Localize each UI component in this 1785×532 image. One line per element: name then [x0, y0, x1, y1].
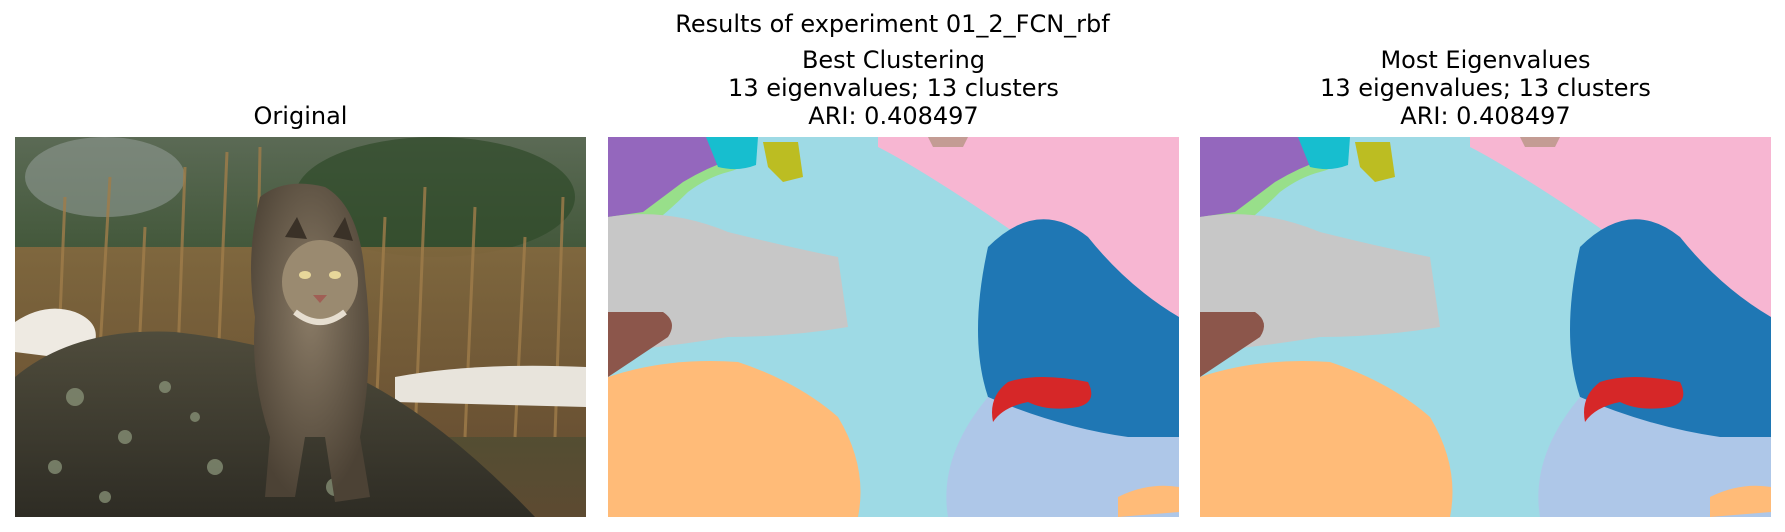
panel-most-eigenvalues-title: Most Eigenvalues 13 eigenvalues; 13 clus…: [1200, 46, 1771, 130]
panel-most-title-line1: Most Eigenvalues: [1380, 46, 1591, 74]
panel-most-title-line3: ARI: 0.408497: [1400, 102, 1571, 130]
most-eigenvalues-map: [1200, 137, 1771, 517]
panel-best-title-line3: ARI: 0.408497: [808, 102, 979, 130]
panel-best-title-line1: Best Clustering: [801, 46, 986, 74]
best-clustering-axes: [608, 137, 1179, 517]
panel-best-clustering-title: Best Clustering 13 eigenvalues; 13 clust…: [608, 46, 1179, 130]
original-image-axes: [15, 137, 586, 517]
original-photo: [15, 137, 586, 517]
panel-most-title-line2: 13 eigenvalues; 13 clusters: [1320, 74, 1651, 102]
figure-suptitle: Results of experiment 01_2_FCN_rbf: [675, 10, 1110, 38]
panel-original-title-line: Original: [253, 102, 348, 130]
most-eigenvalues-axes: [1200, 137, 1771, 517]
best-clustering-map: [608, 137, 1179, 517]
panel-best-title-line2: 13 eigenvalues; 13 clusters: [728, 74, 1059, 102]
panel-original-title: Original: [15, 102, 586, 130]
